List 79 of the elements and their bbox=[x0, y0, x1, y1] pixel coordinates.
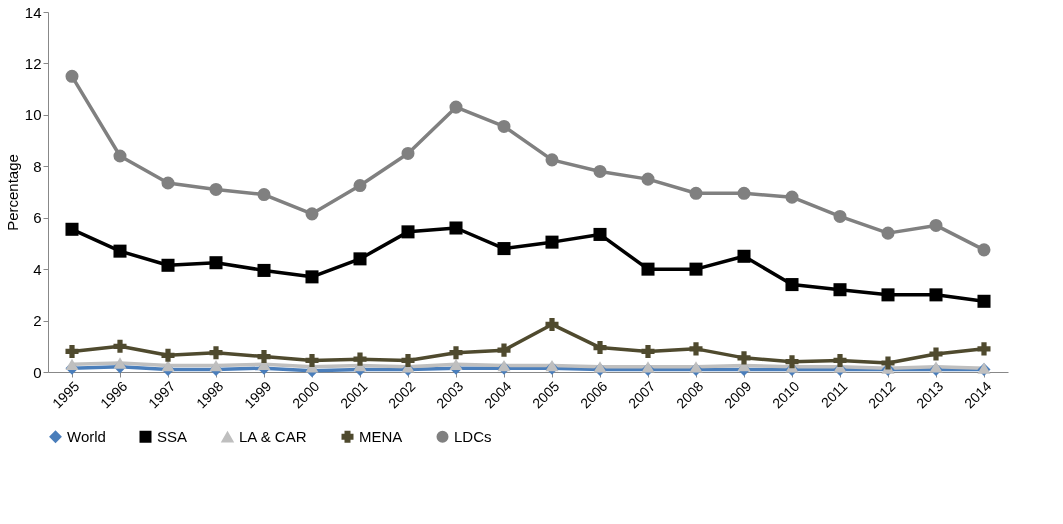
point bbox=[641, 262, 655, 276]
point bbox=[209, 182, 223, 196]
point bbox=[449, 346, 463, 360]
point bbox=[737, 249, 751, 263]
point bbox=[113, 339, 127, 353]
point bbox=[545, 235, 559, 249]
point bbox=[785, 278, 799, 292]
point bbox=[449, 358, 463, 370]
y-tick-label: 4 bbox=[33, 260, 42, 278]
point bbox=[161, 359, 175, 372]
y-tick-label: 2 bbox=[33, 312, 42, 330]
point bbox=[353, 352, 367, 366]
point bbox=[449, 221, 463, 235]
point bbox=[257, 188, 271, 202]
y-tick-label: 6 bbox=[33, 209, 42, 227]
point bbox=[257, 350, 271, 364]
point bbox=[593, 227, 607, 241]
point bbox=[545, 153, 559, 167]
point bbox=[929, 347, 943, 361]
y-tick-label: 0 bbox=[33, 363, 42, 381]
point bbox=[353, 179, 367, 193]
point bbox=[497, 119, 511, 133]
point bbox=[881, 356, 895, 370]
point bbox=[977, 243, 991, 257]
point bbox=[929, 218, 943, 232]
point bbox=[353, 252, 367, 266]
point bbox=[305, 207, 319, 221]
point bbox=[497, 242, 511, 256]
point bbox=[689, 262, 703, 276]
legend-label: SSA bbox=[157, 427, 188, 445]
legend-label: LA & CAR bbox=[239, 428, 307, 446]
point bbox=[593, 164, 607, 178]
point bbox=[641, 344, 655, 358]
point bbox=[401, 146, 415, 160]
point bbox=[737, 351, 751, 365]
point bbox=[65, 344, 79, 358]
point bbox=[929, 288, 943, 302]
legend-label: MENA bbox=[359, 427, 403, 445]
point bbox=[833, 209, 847, 223]
point bbox=[161, 348, 175, 362]
point bbox=[209, 346, 223, 360]
point bbox=[305, 353, 319, 367]
point bbox=[881, 226, 895, 240]
point bbox=[401, 353, 415, 367]
point bbox=[161, 258, 175, 272]
point bbox=[401, 225, 415, 239]
point bbox=[161, 176, 175, 190]
point bbox=[737, 186, 751, 200]
point bbox=[689, 342, 703, 356]
y-tick-label: 8 bbox=[33, 157, 42, 175]
y-tick-label: 14 bbox=[24, 3, 42, 21]
point bbox=[113, 149, 127, 163]
point bbox=[545, 317, 559, 331]
point bbox=[209, 359, 223, 372]
legend-label: LDCs bbox=[454, 427, 492, 445]
point bbox=[113, 244, 127, 258]
point bbox=[65, 69, 79, 83]
point bbox=[497, 343, 511, 357]
y-axis-title: Percentage bbox=[3, 154, 21, 231]
y-tick-label: 12 bbox=[24, 54, 42, 72]
point bbox=[689, 186, 703, 200]
point bbox=[257, 263, 271, 277]
point bbox=[65, 358, 79, 370]
legend-label: World bbox=[67, 427, 106, 445]
point bbox=[449, 100, 463, 114]
point bbox=[305, 270, 319, 284]
point bbox=[209, 256, 223, 270]
point bbox=[785, 355, 799, 369]
point bbox=[65, 222, 79, 236]
point bbox=[977, 342, 991, 356]
point bbox=[881, 288, 895, 302]
point bbox=[833, 283, 847, 297]
point bbox=[785, 190, 799, 204]
point bbox=[641, 172, 655, 186]
point bbox=[113, 357, 127, 369]
point bbox=[977, 294, 991, 308]
y-tick-label: 10 bbox=[24, 106, 42, 124]
point bbox=[593, 341, 607, 355]
point bbox=[833, 353, 847, 367]
